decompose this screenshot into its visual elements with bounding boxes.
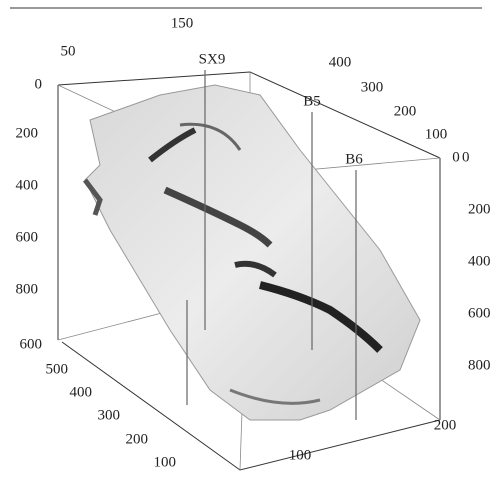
tick-label: 0 — [462, 149, 470, 165]
well-label: SX9 — [199, 51, 226, 67]
tick-label: 50 — [61, 43, 76, 59]
tick-label: 300 — [98, 407, 121, 423]
tick-label: 0 — [452, 149, 460, 165]
well-label: B5 — [303, 93, 321, 109]
tick-label: 500 — [46, 361, 69, 377]
tick-label: 0 — [35, 76, 43, 92]
tick-label: 400 — [468, 253, 491, 269]
tick-label: 200 — [468, 201, 491, 217]
tick-label: 100 — [425, 126, 448, 142]
tick-label: 200 — [16, 125, 39, 141]
seismic-surface — [85, 85, 420, 420]
well-label: B6 — [345, 151, 363, 167]
tick-label: 150 — [171, 15, 194, 31]
tick-label: 400 — [329, 54, 352, 70]
tick-label: 200 — [394, 103, 417, 119]
tick-label: 300 — [361, 79, 384, 95]
tick-label: 600 — [20, 336, 43, 352]
tick-label: 800 — [468, 357, 491, 373]
tick-label: 100 — [289, 447, 312, 463]
tick-label: 600 — [16, 229, 39, 245]
tick-label: 200 — [434, 417, 457, 433]
tick-label: 100 — [154, 454, 177, 470]
tick-label: 600 — [468, 305, 491, 321]
tick-label: 800 — [16, 281, 39, 297]
tick-label: 200 — [126, 431, 149, 447]
tick-label: 400 — [16, 177, 39, 193]
tick-label: 400 — [70, 384, 93, 400]
figure: SX9 B5 B6 501504003002001000020040060080… — [0, 0, 494, 478]
